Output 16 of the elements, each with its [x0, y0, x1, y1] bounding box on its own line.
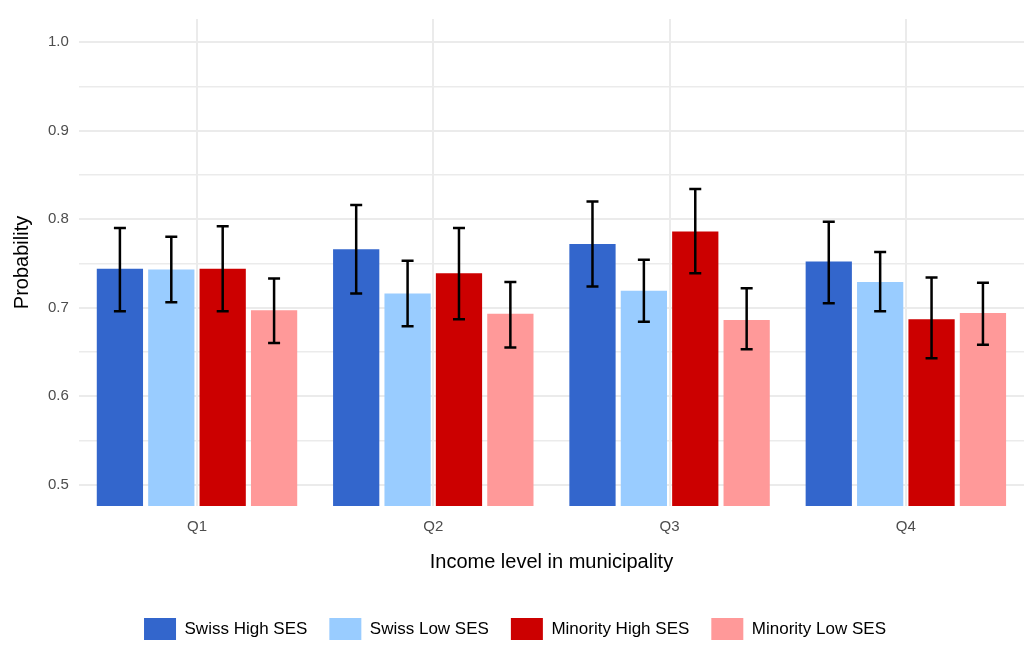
x-tick-label: Q4 [895, 517, 916, 535]
legend-label: Minority High SES [551, 618, 690, 638]
x-tick-label: Q1 [186, 517, 207, 535]
y-tick-label: 0.7 [47, 297, 69, 315]
y-axis-title: Probability [9, 215, 32, 310]
x-axis-title: Income level in municipality [429, 549, 674, 572]
x-tick-label: Q2 [423, 517, 444, 535]
legend-label: Swiss High SES [184, 618, 308, 638]
y-tick-label: 1.0 [47, 32, 69, 50]
legend-label: Swiss Low SES [369, 618, 489, 638]
y-tick-label: 0.5 [47, 474, 69, 492]
y-tick-label: 0.9 [47, 120, 69, 138]
y-tick-label: 0.8 [47, 209, 69, 227]
x-tick-label: Q3 [659, 517, 680, 535]
y-tick-label: 0.6 [47, 386, 69, 404]
legend-label: Minority Low SES [751, 618, 886, 638]
